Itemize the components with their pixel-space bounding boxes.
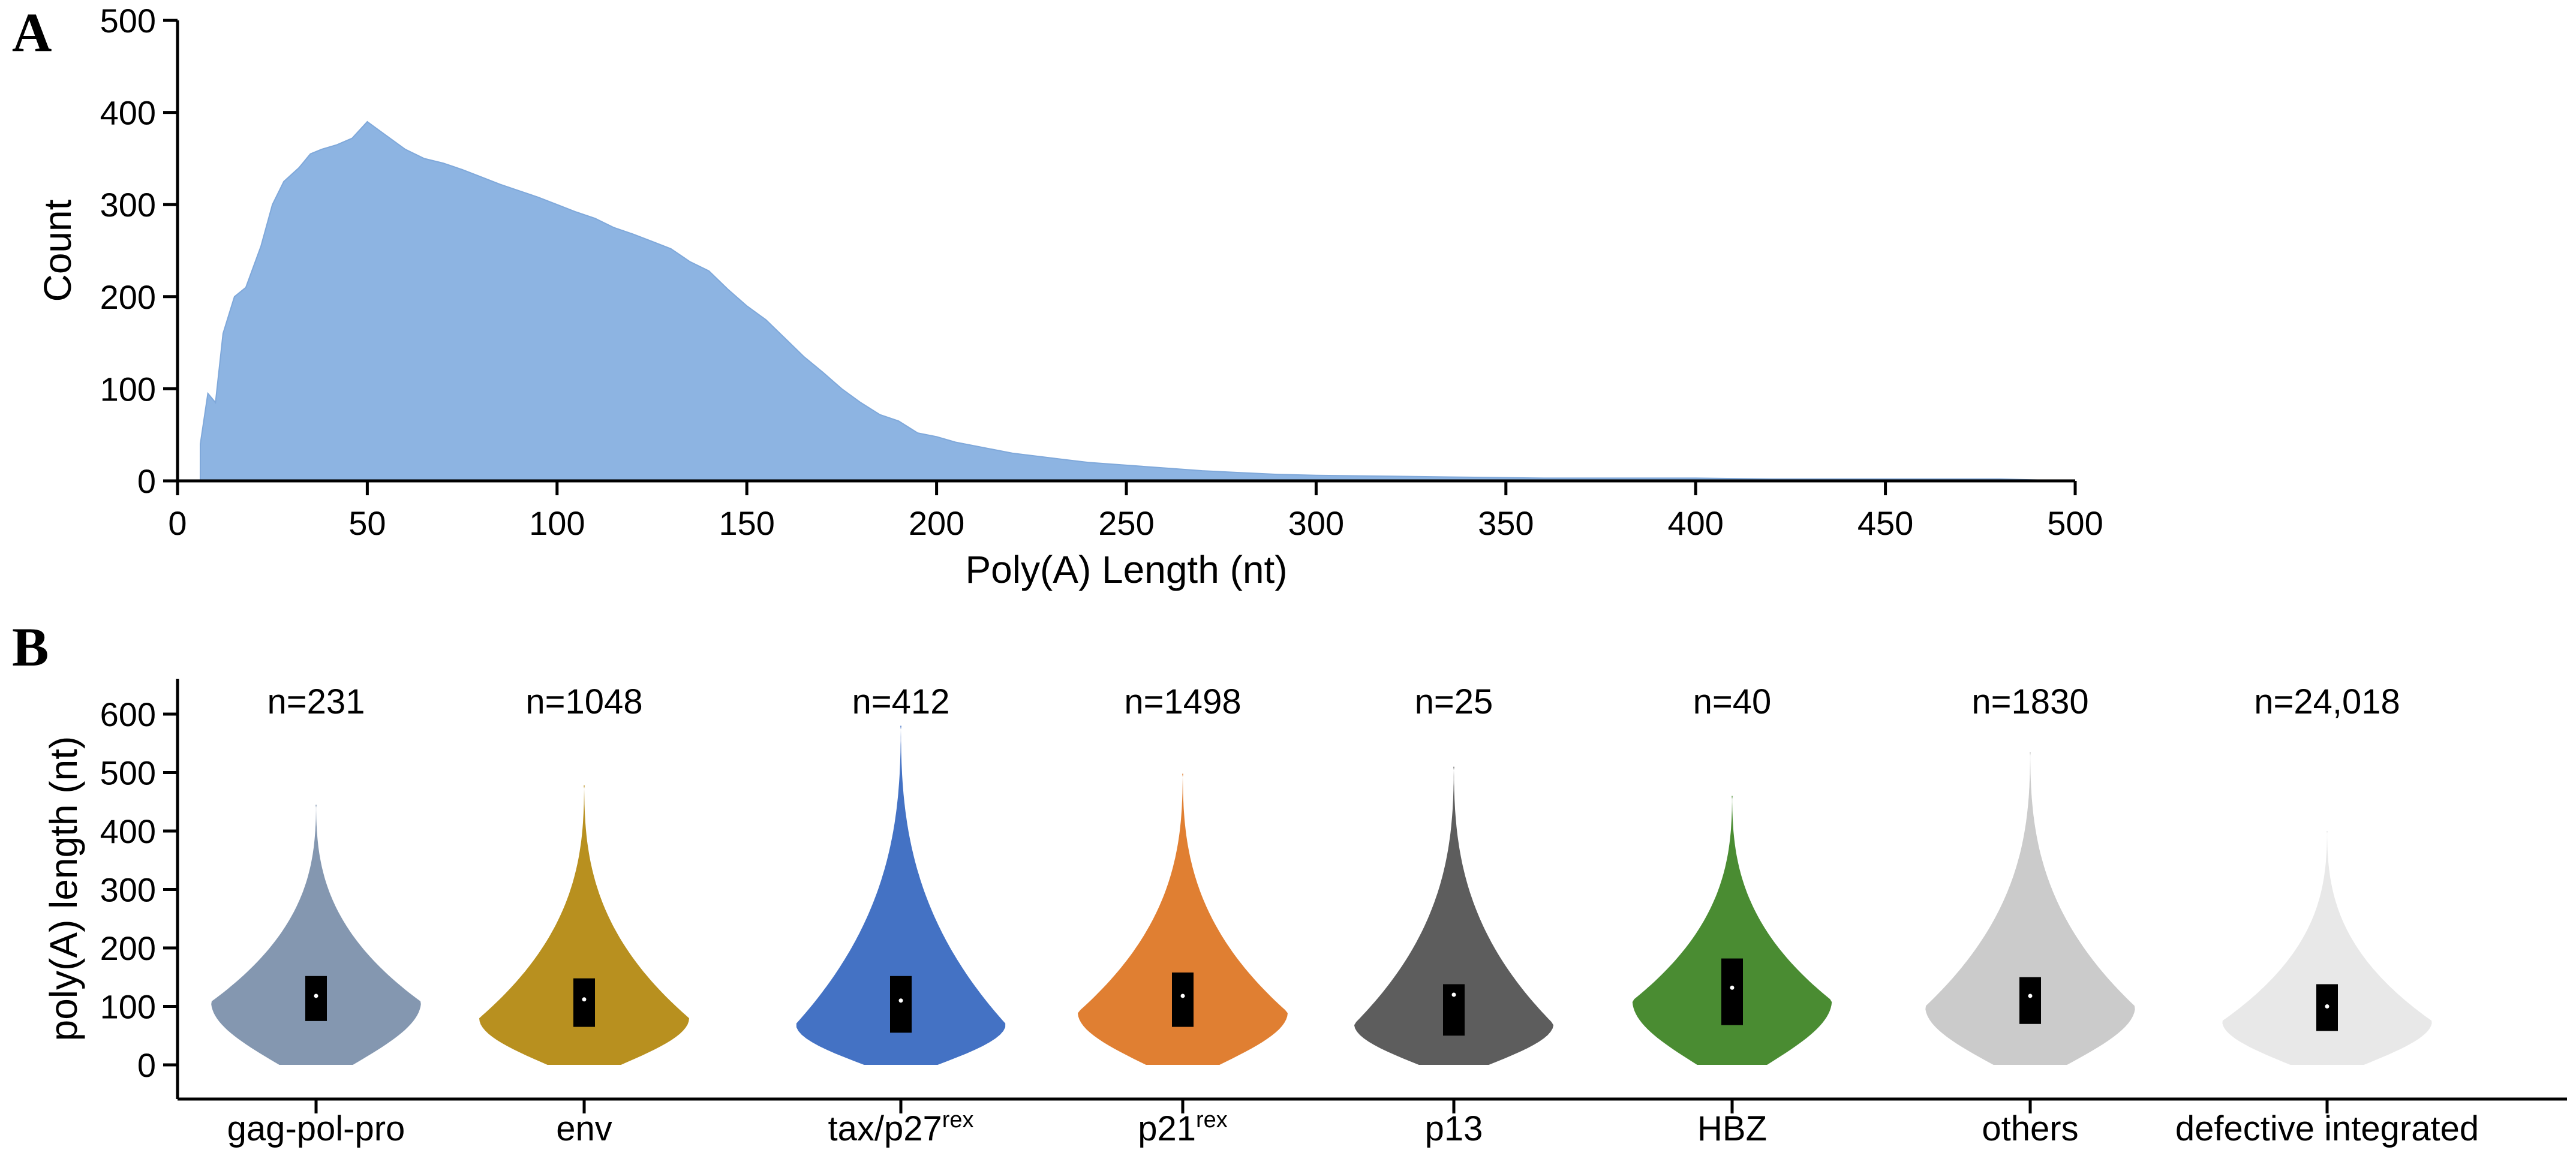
violin-iqr-box [305, 976, 327, 1021]
panel-b-y-tick-label: 400 [100, 812, 156, 850]
violin-median-dot [1730, 985, 1735, 990]
panel-a-y-tick-label: 100 [100, 370, 156, 408]
violin-iqr-box [2019, 977, 2041, 1024]
sample-size-label: n=1830 [1971, 682, 2088, 721]
category-label: tax/p27rex [828, 1107, 973, 1148]
panel-b-violin-plot: 0 100 200 300 400 500 600 gag-pol-pro env tax/p2… [42, 679, 2567, 1148]
panel-b-y-tick-label: 500 [100, 754, 156, 792]
panel-a-y-tick-label: 500 [100, 2, 156, 40]
violin-median-dot [314, 994, 318, 998]
panel-a-y-axis-title: Count [36, 199, 79, 302]
panel-a-x-tick-label: 250 [1098, 504, 1154, 542]
violin-iqr-box [1721, 958, 1743, 1025]
panel-a-letter: A [12, 2, 52, 63]
panel-a-x-ticks: 0 50 100 150 200 250 300 350 400 450 500 [168, 481, 2103, 542]
sample-size-label: n=25 [1415, 682, 1493, 721]
violin-median-dot [2028, 994, 2033, 998]
panel-b-y-tick-label: 200 [100, 929, 156, 967]
category-label: defective integrated [2175, 1109, 2479, 1148]
violin-median-dot [1451, 992, 1456, 997]
panel-a-x-tick-label: 150 [719, 504, 774, 542]
violin-1 [211, 805, 421, 1065]
poly-a-length-area [199, 121, 2038, 481]
panel-a-histogram: 0 50 100 150 200 250 300 350 400 450 500 0 100 200 30… [36, 2, 2103, 591]
violin-median-dot [2325, 1004, 2329, 1009]
panel-b-y-tick-label: 0 [137, 1046, 156, 1084]
panel-b-y-tick-label: 100 [100, 988, 156, 1026]
category-label: others [1982, 1109, 2078, 1148]
violin-iqr-box [1443, 984, 1465, 1036]
panel-b-sample-sizes: n=231 n=1048 n=412 n=1498 n=25 n=40 n=1830 n=24… [267, 682, 2400, 721]
panel-a-x-tick-label: 500 [2047, 504, 2103, 542]
panel-b-category-labels: gag-pol-pro env tax/p27rex p21rex p13 HBZ othe… [227, 1107, 2479, 1148]
panel-a-x-tick-label: 450 [1857, 504, 1913, 542]
panel-b-y-ticks: 0 100 200 300 400 500 600 [100, 696, 178, 1084]
panel-a-x-tick-label: 0 [168, 504, 187, 542]
category-label: gag-pol-pro [227, 1109, 405, 1148]
violin-iqr-box [890, 976, 912, 1033]
sample-size-label: n=412 [852, 682, 950, 721]
panel-b-y-axis-title: poly(A) length (nt) [42, 736, 85, 1041]
category-label: p13 [1425, 1109, 1483, 1148]
category-label: env [556, 1109, 612, 1148]
sample-size-label: n=24,018 [2254, 682, 2400, 721]
panel-a-y-tick-label: 0 [137, 462, 156, 500]
sample-size-label: n=231 [267, 682, 365, 721]
panel-a-y-tick-label: 400 [100, 94, 156, 132]
violin-median-dot [898, 998, 903, 1003]
violin-4 [1078, 773, 1288, 1065]
violin-2 [479, 785, 689, 1065]
sample-size-label: n=1048 [525, 682, 642, 721]
sample-size-label: n=1498 [1124, 682, 1241, 721]
violin-iqr-box [1172, 972, 1194, 1027]
violin-iqr-box [573, 978, 595, 1027]
panel-a-y-ticks: 0 100 200 300 400 500 [100, 2, 178, 500]
panel-a-x-axis-title: Poly(A) Length (nt) [965, 548, 1287, 591]
violin-5 [1354, 766, 1554, 1065]
panel-a-x-tick-label: 100 [529, 504, 585, 542]
category-label: p21rex [1138, 1107, 1228, 1148]
panel-b-letter: B [12, 616, 49, 678]
violin-median-dot [582, 997, 587, 1002]
violin-6 [1632, 796, 1832, 1065]
panel-b-x-ticks [314, 1099, 2329, 1113]
panel-a-x-tick-label: 400 [1667, 504, 1723, 542]
category-label: HBZ [1697, 1109, 1767, 1148]
violin-median-dot [1180, 994, 1185, 998]
violin-7 [1925, 752, 2135, 1065]
panel-b-y-tick-label: 300 [100, 871, 156, 909]
panel-a-x-tick-label: 200 [909, 504, 964, 542]
panel-b-violins [211, 726, 2432, 1065]
panel-b-y-tick-label: 600 [100, 696, 156, 733]
violin-8 [2222, 831, 2432, 1065]
panel-a-y-tick-label: 300 [100, 186, 156, 224]
panel-a-x-tick-label: 50 [348, 504, 386, 542]
panel-a-y-tick-label: 200 [100, 278, 156, 316]
violin-3 [796, 726, 1006, 1065]
sample-size-label: n=40 [1693, 682, 1772, 721]
panel-a-x-tick-label: 300 [1288, 504, 1344, 542]
panel-a-x-tick-label: 350 [1478, 504, 1534, 542]
